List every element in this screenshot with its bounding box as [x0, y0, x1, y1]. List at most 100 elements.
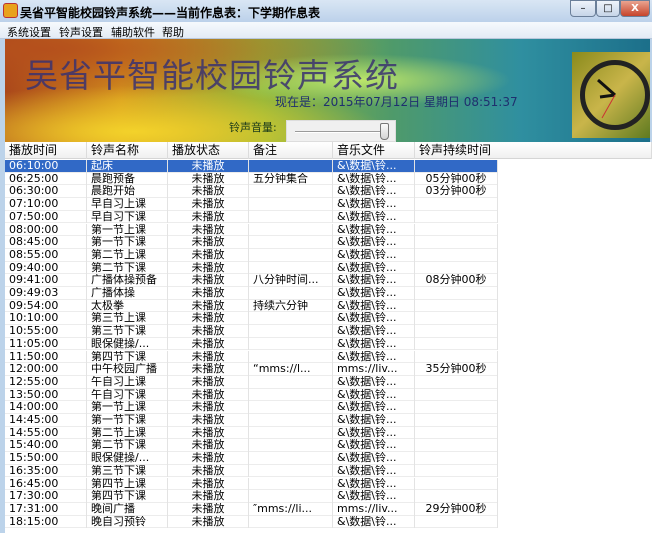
table-cell [415, 388, 498, 402]
table-row[interactable]: 09:41:00 广播体操预备 未播放 八分钟时间... &\数据\铃... 08分钟00… [5, 274, 498, 287]
volume-slider[interactable] [286, 120, 396, 142]
table-row[interactable]: 16:45:00 第四节上课 未播放 &\数据\铃... [5, 477, 498, 491]
table-row[interactable]: 06:30:00 晨跑开始 未播放 &\数据\铃... 03分钟00秒 [5, 185, 498, 199]
table-cell: &\数据\铃... [333, 490, 415, 503]
table-cell [249, 223, 333, 237]
table-row[interactable]: 16:35:00 第三节下课 未播放 &\数据\铃... [5, 464, 498, 478]
table-cell: ″mms://li... [249, 502, 333, 516]
volume-label: 铃声音量: [229, 121, 277, 134]
table-cell: 08:45:00 [5, 236, 87, 249]
table-row[interactable]: 11:05:00 眼保健操/... 未播放 &\数据\铃... [5, 337, 498, 351]
minimize-button[interactable]: – [570, 0, 596, 17]
table-cell: 第三节上课 [87, 312, 168, 326]
table-row[interactable]: 08:00:00 第一节上课 未播放 &\数据\铃... [5, 223, 498, 237]
table-cell [415, 198, 498, 211]
table-cell: 午自习下课 [87, 388, 168, 402]
table-row[interactable]: 15:40:00 第二节下课 未播放 &\数据\铃... [5, 439, 498, 453]
maximize-button[interactable]: □ [596, 0, 620, 17]
table-cell [415, 375, 498, 389]
table-row[interactable]: 06:25:00 晨跑预备 未播放 五分钟集合 &\数据\铃... 05分钟00秒 [5, 172, 498, 186]
table-cell: 09:54:00 [5, 299, 87, 313]
table-cell: 未播放 [168, 464, 249, 478]
table-cell: &\数据\铃... [333, 236, 415, 249]
table-cell [249, 426, 333, 440]
table-cell: &\数据\铃... [333, 452, 415, 465]
menu-system-settings[interactable]: 系统设置 [7, 26, 51, 39]
table-row[interactable]: 08:45:00 第一节下课 未播放 &\数据\铃... [5, 236, 498, 249]
table-cell: 17:31:00 [5, 502, 87, 516]
table-cell: 太极拳 [87, 299, 168, 313]
table-cell: 15:40:00 [5, 439, 87, 453]
table-cell: 16:45:00 [5, 477, 87, 491]
table-cell: 未播放 [168, 185, 249, 199]
column-header[interactable]: 播放时间 [5, 142, 87, 159]
table-cell: &\数据\铃... [333, 261, 415, 275]
table-cell: &\数据\铃... [333, 312, 415, 326]
table-cell: 未播放 [168, 439, 249, 453]
table-cell: 11:05:00 [5, 337, 87, 351]
table-row[interactable]: 14:55:00 第二节上课 未播放 &\数据\铃... [5, 426, 498, 440]
table-cell: &\数据\铃... [333, 337, 415, 351]
table-cell [249, 414, 333, 427]
table-cell [249, 160, 333, 173]
table-row[interactable]: 15:50:00 眼保健操/... 未播放 &\数据\铃... [5, 452, 498, 465]
volume-slider-thumb[interactable] [380, 123, 390, 140]
table-row[interactable]: 09:40:00 第二节下课 未播放 &\数据\铃... [5, 261, 498, 275]
table-row[interactable]: 09:49:03 广播体操 未播放 &\数据\铃... [5, 287, 498, 300]
table-row[interactable]: 12:00:00 中午校园广播 未播放 “mms://l... mms://liv...… [5, 363, 498, 376]
table-cell: &\数据\铃... [333, 375, 415, 389]
table-cell [415, 337, 498, 351]
table-row[interactable]: 07:50:00 早自习下课 未播放 &\数据\铃... [5, 210, 498, 224]
table-row[interactable]: 06:10:00 起床 未播放 &\数据\铃... [5, 160, 498, 173]
table-cell: &\数据\铃... [333, 160, 415, 173]
table-cell: 未播放 [168, 198, 249, 211]
table-cell [415, 325, 498, 338]
table-row[interactable]: 18:15:00 晚自习预铃 未播放 &\数据\铃... [5, 515, 498, 529]
table-cell: &\数据\铃... [333, 350, 415, 364]
table-cell: 07:10:00 [5, 198, 87, 211]
table-cell [249, 464, 333, 478]
table-cell: 未播放 [168, 236, 249, 249]
table-row[interactable]: 17:30:00 第四节下课 未播放 &\数据\铃... [5, 490, 498, 503]
column-header[interactable]: 播放状态 [168, 142, 249, 159]
table-cell [415, 236, 498, 249]
table-row[interactable]: 12:55:00 午自习上课 未播放 &\数据\铃... [5, 375, 498, 389]
table-cell [249, 312, 333, 326]
table-cell: 晨跑预备 [87, 172, 168, 186]
table-cell: 未播放 [168, 160, 249, 173]
table-cell: 早自习下课 [87, 210, 168, 224]
table-cell [249, 185, 333, 199]
column-header[interactable]: 铃声持续时间 [415, 142, 652, 159]
table-row[interactable]: 11:50:00 第四节下课 未播放 &\数据\铃... [5, 350, 498, 364]
table-row[interactable]: 17:31:00 晚间广播 未播放 ″mms://li... mms://liv... 2… [5, 502, 498, 516]
table-row[interactable]: 14:00:00 第一节上课 未播放 &\数据\铃... [5, 401, 498, 414]
table-cell [249, 401, 333, 414]
column-header[interactable]: 备注 [249, 142, 333, 159]
table-cell: 未播放 [168, 287, 249, 300]
table-cell: 广播体操 [87, 287, 168, 300]
table-row[interactable]: 13:50:00 午自习下课 未播放 &\数据\铃... [5, 388, 498, 402]
table-cell [415, 490, 498, 503]
menu-bell-settings[interactable]: 铃声设置 [59, 26, 103, 39]
table-cell: 未播放 [168, 325, 249, 338]
close-button[interactable]: X [620, 0, 650, 17]
table-cell [415, 426, 498, 440]
table-cell: 14:55:00 [5, 426, 87, 440]
table-cell: 08:55:00 [5, 248, 87, 262]
menu-help[interactable]: 帮助 [162, 26, 184, 39]
table-cell: 第四节上课 [87, 477, 168, 491]
column-header[interactable]: 音乐文件 [333, 142, 415, 159]
banner-title: 吴省平智能校园铃声系统 [25, 56, 399, 95]
table-row[interactable]: 09:54:00 太极拳 未播放 持续六分钟 &\数据\铃... [5, 299, 498, 313]
menu-tools[interactable]: 辅助软件 [111, 26, 155, 39]
table-row[interactable]: 14:45:00 第一节下课 未播放 &\数据\铃... [5, 414, 498, 427]
table-cell: &\数据\铃... [333, 198, 415, 211]
table-row[interactable]: 10:55:00 第三节下课 未播放 &\数据\铃... [5, 325, 498, 338]
table-cell: 未播放 [168, 223, 249, 237]
table-cell: &\数据\铃... [333, 185, 415, 199]
table-row[interactable]: 10:10:00 第三节上课 未播放 &\数据\铃... [5, 312, 498, 326]
table-row[interactable]: 08:55:00 第二节上课 未播放 &\数据\铃... [5, 248, 498, 262]
column-header[interactable]: 铃声名称 [87, 142, 168, 159]
table-row[interactable]: 07:10:00 早自习上课 未播放 &\数据\铃... [5, 198, 498, 211]
table-cell: 八分钟时间... [249, 274, 333, 287]
